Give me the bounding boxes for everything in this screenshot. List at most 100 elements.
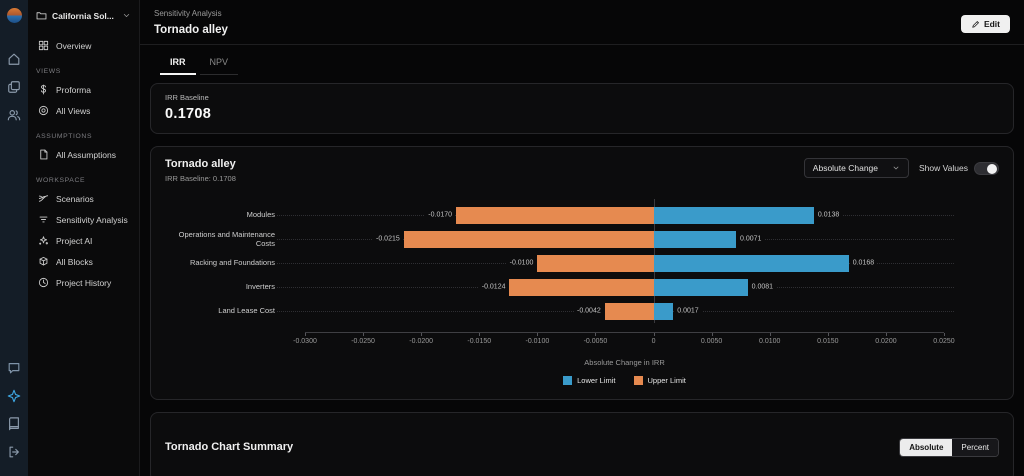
sidebar-sections: VIEWS Proforma All Views ASSUMPTIONS All Ass… [36, 68, 131, 293]
page-header: Sensitivity Analysis Tornado alley Edit [140, 0, 1024, 45]
sidebar-item-sensitivity-analysis[interactable]: Sensitivity Analysis [36, 209, 131, 230]
sidebar-item-label: Scenarios [56, 193, 94, 204]
tornado-row: Racking and Foundations -0.0100 0.0168 [165, 251, 999, 275]
tornado-row: Land Lease Cost -0.0042 0.0017 [165, 299, 999, 323]
tornado-row: Operations and Maintenance Costs -0.0215 0… [165, 227, 999, 251]
edit-button[interactable]: Edit [960, 15, 1010, 33]
main-panel: Sensitivity Analysis Tornado alley Edit … [140, 0, 1024, 476]
page-title: Tornado alley [154, 24, 228, 36]
sidebar-item-project-ai[interactable]: Project AI [36, 230, 131, 251]
lower-limit-bar[interactable] [653, 230, 737, 248]
dollar-icon [38, 84, 49, 95]
category-label: Operations and Maintenance Costs [178, 229, 275, 248]
upper-value-label: -0.0042 [574, 307, 604, 315]
tornado-plot: Modules -0.0170 0.0138 Operations and Maint… [165, 199, 999, 323]
sidebar-item-proforma[interactable]: Proforma [36, 79, 131, 100]
upper-limit-bar[interactable] [403, 230, 654, 248]
sidebar-item-scenarios[interactable]: Scenarios [36, 188, 131, 209]
scenarios-icon [38, 193, 49, 204]
tab-npv[interactable]: NPV [199, 53, 239, 75]
lower-value-label: 0.0168 [849, 259, 878, 267]
lower-limit-bar[interactable] [653, 206, 814, 224]
sidebar-item-label: Sensitivity Analysis [56, 214, 128, 225]
sidebar-section-header: WORKSPACE [36, 177, 86, 184]
project-switcher[interactable]: California Sol... [36, 10, 131, 21]
sidebar-item-label: Project AI [56, 235, 93, 246]
lower-limit-bar[interactable] [653, 278, 748, 296]
tornado-row: Inverters -0.0124 0.0081 [165, 275, 999, 299]
sidebar-item-all-blocks[interactable]: All Blocks [36, 251, 131, 272]
chevron-down-icon [122, 11, 131, 20]
sidebar-item-all-views[interactable]: All Views [36, 100, 131, 121]
upper-value-label: -0.0170 [425, 211, 456, 219]
x-tick-label: 0.0200 [875, 338, 897, 345]
sidebar-section-header: ASSUMPTIONS [36, 133, 93, 140]
assistant-icon[interactable] [7, 389, 21, 403]
change-mode-dropdown[interactable]: Absolute Change [803, 158, 910, 178]
sidebar-item-project-history[interactable]: Project History [36, 272, 131, 293]
sidebar-item-label: Project History [56, 277, 112, 288]
logout-icon[interactable] [7, 445, 21, 459]
x-axis-title: Absolute Change in IRR [584, 358, 665, 367]
chart-legend: Lower Limit Upper Limit [305, 376, 944, 385]
legend-swatch [633, 376, 643, 385]
upper-limit-bar[interactable] [537, 254, 654, 272]
breadcrumb: Sensitivity Analysis [154, 9, 222, 18]
upper-limit-bar[interactable] [456, 206, 654, 224]
summary-title: Tornado Chart Summary [165, 441, 294, 453]
users-icon[interactable] [7, 108, 21, 122]
sidebar-item-label: All Views [56, 105, 91, 116]
upper-value-label: -0.0100 [506, 259, 537, 267]
docs-icon[interactable] [7, 417, 21, 431]
lower-limit-bar[interactable] [653, 254, 849, 272]
x-tick-label: 0.0250 [933, 338, 955, 345]
x-tick-label: -0.0050 [583, 338, 608, 345]
chat-icon[interactable] [7, 361, 21, 375]
category-label: Modules [246, 210, 275, 220]
lower-value-label: 0.0017 [674, 307, 702, 315]
views-icon [38, 105, 49, 116]
upper-value-label: -0.0124 [478, 283, 509, 291]
show-values-toggle[interactable] [974, 161, 999, 175]
sidebar-section-header: VIEWS [36, 68, 61, 75]
filter-icon [38, 214, 49, 225]
content-area: IRR Baseline 0.1708 Tornado alley IRR Ba… [140, 75, 1024, 476]
chart-subtitle: IRR Baseline: 0.1708 [165, 174, 236, 183]
tornado-row: Modules -0.0170 0.0138 [165, 203, 999, 227]
x-tick-label: 0.0100 [759, 338, 781, 345]
sidebar-item-overview[interactable]: Overview [36, 35, 131, 56]
x-tick-label: -0.0250 [351, 338, 375, 345]
blocks-icon [38, 256, 49, 267]
edit-button-label: Edit [983, 19, 1000, 29]
tornado-chart-card: Tornado alley IRR Baseline: 0.1708 Absol… [150, 146, 1014, 400]
sidebar: California Sol... Overview VIEWS Proforma… [28, 0, 140, 476]
app-logo[interactable] [6, 8, 22, 23]
percent-option[interactable]: Percent [952, 438, 998, 456]
tab-irr[interactable]: IRR [160, 53, 196, 75]
tab-bar: IRR NPV [140, 45, 1024, 75]
legend-label: Upper Limit [647, 376, 686, 385]
absolute-percent-toggle: Absolute Percent [899, 437, 999, 457]
projects-icon[interactable] [7, 80, 21, 94]
x-tick-label: 0.0150 [817, 338, 839, 345]
home-icon[interactable] [7, 52, 21, 66]
x-tick-label: 0 [651, 338, 656, 345]
legend-item-upper-limit: Upper Limit [633, 376, 686, 385]
x-tick-label: 0.0050 [700, 338, 723, 345]
sidebar-item-all-assumptions[interactable]: All Assumptions [36, 144, 131, 165]
lower-limit-bar[interactable] [653, 302, 674, 320]
absolute-option[interactable]: Absolute [900, 438, 953, 456]
baseline-value: 0.1708 [165, 106, 212, 122]
legend-swatch [563, 376, 573, 385]
upper-limit-bar[interactable] [604, 302, 654, 320]
sidebar-item-label: Proforma [56, 84, 91, 95]
baseline-label: IRR Baseline [165, 93, 209, 102]
upper-limit-bar[interactable] [509, 278, 654, 296]
chevron-down-icon [892, 164, 900, 172]
folder-icon [36, 10, 47, 21]
chart-title: Tornado alley [165, 158, 236, 170]
tornado-chart: Modules -0.0170 0.0138 Operations and Maint… [165, 199, 999, 385]
ai-icon [38, 235, 49, 246]
x-tick-label: -0.0300 [293, 338, 317, 345]
